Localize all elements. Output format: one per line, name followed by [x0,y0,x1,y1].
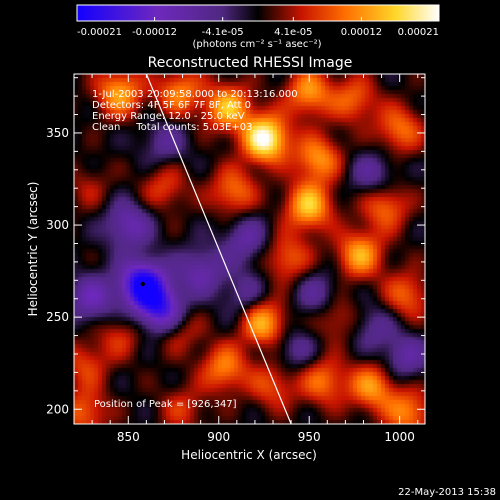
y-tick-label: 300 [46,218,69,232]
y-axis-label: Heliocentric Y (arcsec) [26,182,40,317]
x-tick-label: 1000 [384,430,415,444]
colorbar-tick-label: 4.1e-05 [274,27,312,38]
y-tick-label: 350 [46,126,69,140]
x-tick-label: 950 [298,430,321,444]
annotation-clean-counts: Clean Total counts: 5.03E+03 [92,122,252,133]
colorbar-tick-label: 0.00021 [398,27,439,38]
x-tick-label: 900 [207,430,230,444]
colorbar-tick-label: 0.00012 [341,27,382,38]
peak-position-label: Position of Peak = [926,347] [94,399,237,410]
colorbar-tick-label: -0.00012 [132,27,177,38]
x-axis-label: Heliocentric X (arcsec) [181,448,317,462]
annotation-time-range: 1-Jul-2003 20:09:58.000 to 20:13:16.000 [92,89,298,100]
plot-frame [73,73,426,425]
footer-timestamp: 22-May-2013 15:38 [398,487,496,498]
annotation-block: 1-Jul-2003 20:09:58.000 to 20:13:16.000 … [92,89,298,133]
y-tick-label: 200 [46,402,69,416]
heatmap-image [74,74,425,424]
y-tick-label: 250 [46,310,69,324]
colorbar-tick-label: -4.1e-05 [202,27,244,38]
colorbar-ticks: -0.00021 -0.00012 -4.1e-05 4.1e-05 0.00012 0.… [76,17,440,38]
colorbar-unit-label: (photons cm⁻² s⁻¹ asec⁻²) [192,39,321,50]
min-marker [140,281,145,287]
colorbar-gradient [76,4,440,22]
axis-ticks: 850 900 950 1000 200 250 300 350 [46,74,425,444]
colorbar: -0.00021 -0.00012 -4.1e-05 4.1e-05 0.00012 0.… [76,4,440,50]
chart-title: Reconstructed RHESSI Image [148,55,353,71]
colorbar-tick-label: -0.00021 [77,27,122,38]
plot-area [74,74,425,424]
annotation-detectors: Detectors: 4F 5F 6F 7F 8F, Att 0 [92,100,251,111]
x-tick-label: 850 [117,430,140,444]
annotation-energy-range: Energy Range: 12.0 - 25.0 keV [92,111,245,122]
solar-limb-line [145,74,292,424]
